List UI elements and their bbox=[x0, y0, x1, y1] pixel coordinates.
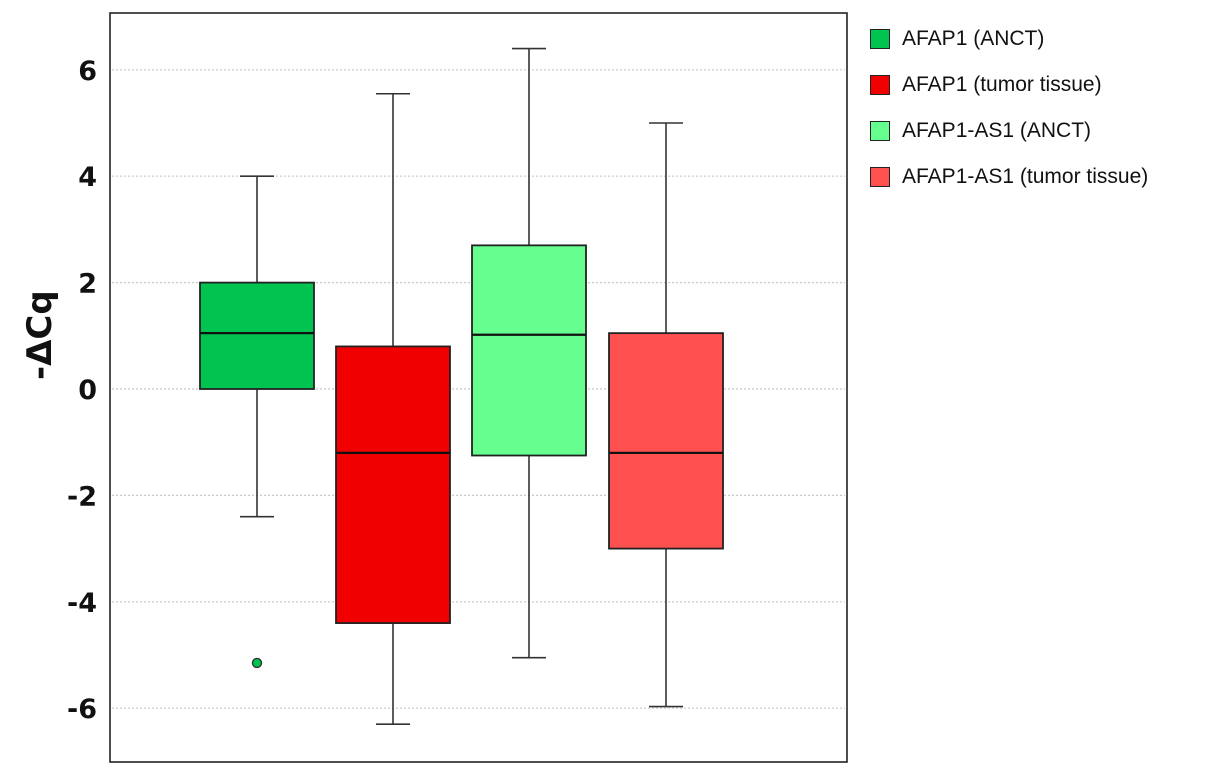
y-tick-label: -6 bbox=[67, 694, 97, 725]
legend-swatch bbox=[870, 75, 890, 95]
iqr-box bbox=[471, 244, 587, 457]
legend-item: AFAP1-AS1 (ANCT) bbox=[870, 110, 1200, 152]
boxes bbox=[199, 47, 724, 725]
legend-item: AFAP1-AS1 (tumor tissue) bbox=[870, 156, 1200, 198]
iqr-box bbox=[608, 332, 724, 550]
box-4 bbox=[608, 122, 724, 708]
legend-label: AFAP1 (tumor tissue) bbox=[902, 73, 1102, 96]
iqr-box bbox=[335, 345, 451, 624]
y-axis-ticks: 6 4 2 0 -2 -4 -6 bbox=[67, 56, 97, 725]
y-axis-label: -ΔCq bbox=[20, 290, 60, 380]
outlier-point bbox=[251, 657, 263, 669]
y-tick-label: 2 bbox=[78, 269, 97, 300]
legend-label: AFAP1 (ANCT) bbox=[902, 27, 1045, 50]
box-3 bbox=[471, 47, 587, 659]
y-tick-label: -4 bbox=[67, 588, 97, 619]
legend-item: AFAP1 (ANCT) bbox=[870, 18, 1200, 60]
legend-swatch bbox=[870, 29, 890, 49]
y-tick-label: 6 bbox=[78, 56, 97, 87]
iqr-box bbox=[199, 281, 315, 390]
y-tick-label: 4 bbox=[78, 162, 97, 193]
y-tick-label: -2 bbox=[67, 481, 97, 512]
legend-label: AFAP1-AS1 (ANCT) bbox=[902, 119, 1092, 142]
legend-swatch bbox=[870, 121, 890, 141]
legend: AFAP1 (ANCT) AFAP1 (tumor tissue) AFAP1-AS… bbox=[870, 18, 1200, 202]
legend-swatch bbox=[870, 167, 890, 187]
y-tick-label: 0 bbox=[78, 375, 97, 406]
legend-item: AFAP1 (tumor tissue) bbox=[870, 64, 1200, 106]
box-1 bbox=[199, 175, 315, 669]
legend-label: AFAP1-AS1 (tumor tissue) bbox=[902, 165, 1149, 188]
box-2 bbox=[335, 92, 451, 725]
